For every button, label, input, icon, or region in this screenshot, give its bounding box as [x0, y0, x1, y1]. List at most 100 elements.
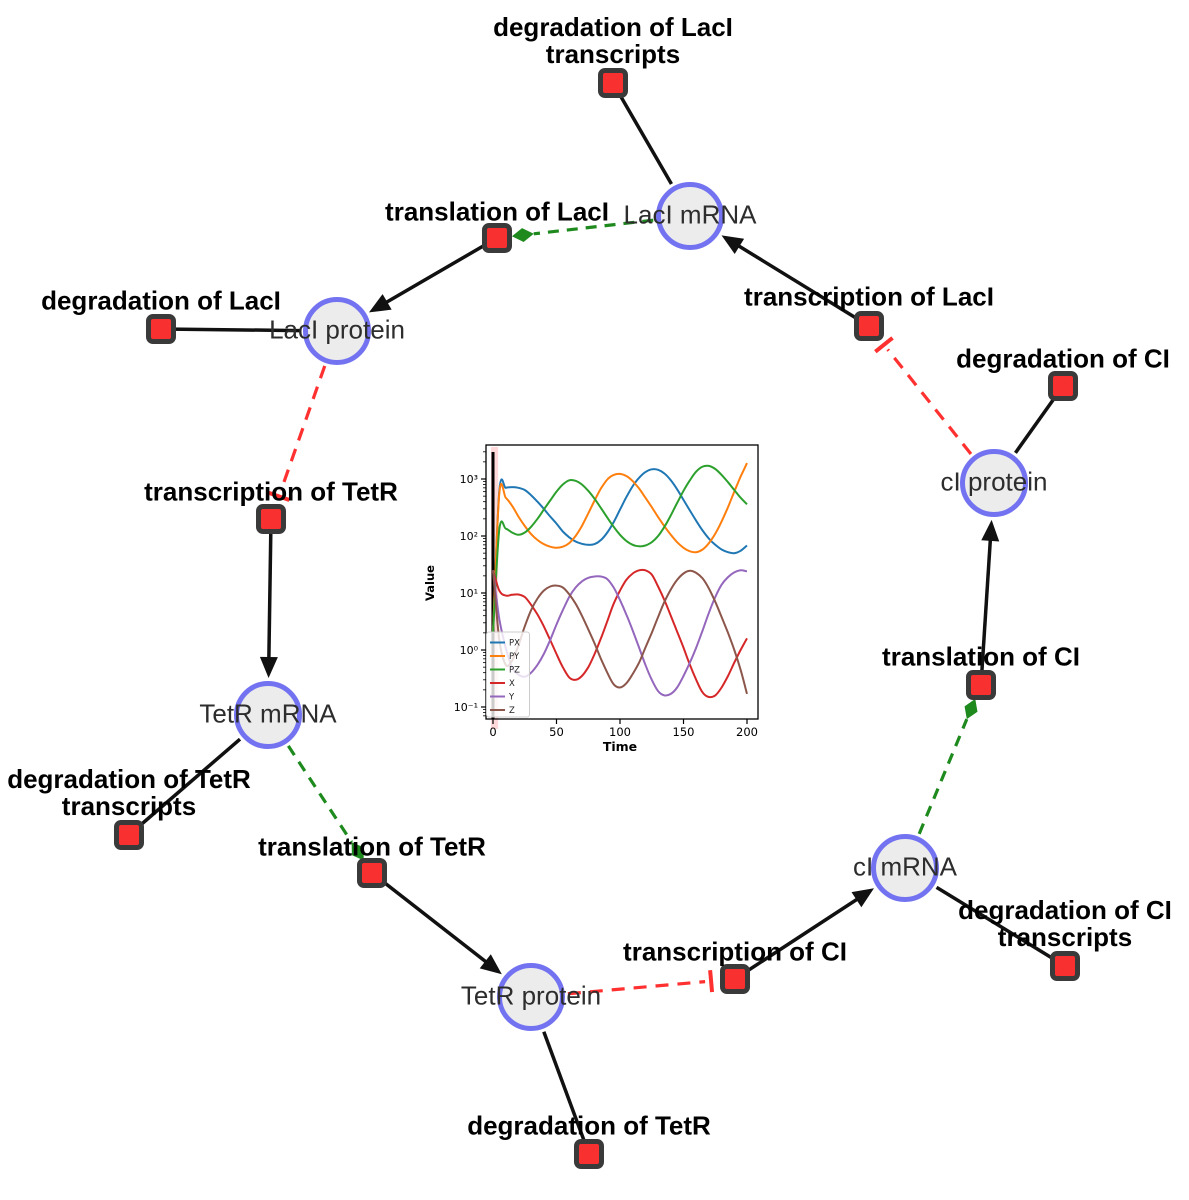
- legend-label-PX: PX: [509, 639, 520, 649]
- chart-ylabel: Value: [423, 565, 437, 601]
- reaction-node-transcription_laci[interactable]: [854, 311, 884, 341]
- arrowhead: [479, 954, 502, 975]
- edge-transcription_ci-ci_mrna: [734, 888, 875, 981]
- edge-laci_mrna-translation_laci: [511, 218, 654, 243]
- chart-plot-border: [485, 444, 759, 720]
- chart-series-group: [492, 462, 748, 699]
- inhibition-tee: [874, 336, 894, 354]
- legend-label-Y: Y: [508, 693, 515, 703]
- arrowhead: [721, 235, 745, 255]
- arrowhead: [259, 656, 278, 679]
- reaction-label-line: transcription of TetR: [144, 476, 398, 507]
- arrowhead: [981, 519, 1000, 542]
- chart-series-Y: [492, 569, 748, 697]
- chart-xtick-label: 200: [736, 725, 758, 739]
- species-node-tetr_protein[interactable]: [497, 963, 565, 1031]
- edge-laci_protein-transcription_tetr: [267, 365, 327, 502]
- chart-series-PY: [492, 462, 748, 633]
- reaction-label-transcription_tetr: transcription of TetR: [144, 476, 398, 507]
- chart-ytick-label: 10³: [460, 473, 478, 486]
- reaction-label-deg_laci: degradation of LacI: [41, 285, 281, 316]
- species-node-laci_protein[interactable]: [303, 297, 371, 365]
- legend-label-PZ: PZ: [509, 666, 520, 676]
- edge-translation_laci-laci_protein: [368, 236, 498, 313]
- reaction-node-transcription_tetr[interactable]: [256, 504, 286, 534]
- reaction-label-transcription_ci: transcription of CI: [623, 936, 847, 967]
- reaction-label-line: transcripts: [997, 922, 1133, 952]
- legend-label-PY: PY: [509, 652, 520, 662]
- edge-tetr_mrna-deg_tetr_tx: [127, 737, 242, 837]
- edge-laci_protein-deg_laci: [160, 327, 301, 333]
- reaction-label-line: translation of TetR: [258, 831, 486, 862]
- reaction-label-line: degradation of TetR: [7, 764, 251, 794]
- inhibition-tee: [708, 969, 715, 993]
- reaction-node-deg_laci_tx[interactable]: [598, 68, 628, 98]
- chart-xtick-label: 50: [549, 725, 564, 739]
- reaction-label-line: transcription of CI: [623, 936, 847, 967]
- legend-label-Z: Z: [509, 706, 515, 716]
- reaction-label-line: transcripts: [61, 791, 197, 821]
- reaction-node-deg_ci_tx[interactable]: [1050, 951, 1080, 981]
- reaction-label-translation_laci: translation of LacI: [385, 198, 609, 226]
- reaction-label-line: degradation of CI: [958, 895, 1172, 925]
- edge-tetr_protein-deg_tetr: [542, 1031, 591, 1155]
- reaction-label-deg_ci_tx: degradation of CI transcripts: [958, 897, 1172, 951]
- edge-ci_mrna-deg_ci_tx: [935, 885, 1066, 968]
- reaction-label-translation_tetr: translation of TetR: [258, 831, 486, 862]
- chart-xtick-label: 0: [489, 725, 496, 739]
- chart-ytick-label: 10⁰: [460, 644, 479, 657]
- chart-xtick-label: 100: [609, 725, 631, 739]
- arrowhead: [368, 294, 392, 313]
- reaction-node-deg_tetr_tx[interactable]: [114, 820, 144, 850]
- modifier-diamond: [511, 228, 534, 243]
- reaction-label-deg_ci: degradation of CI: [956, 345, 1170, 373]
- species-node-tetr_mrna[interactable]: [234, 681, 302, 749]
- modifier-diamond: [351, 842, 364, 861]
- modifier-diamond: [964, 698, 978, 720]
- species-node-ci_protein[interactable]: [960, 449, 1028, 517]
- reaction-node-deg_tetr[interactable]: [574, 1139, 604, 1169]
- species-node-ci_mrna[interactable]: [871, 834, 939, 902]
- reaction-label-line: translation of CI: [882, 641, 1080, 672]
- reaction-label-line: degradation of LacI: [41, 285, 281, 316]
- edge-ci_protein-transcription_laci: [874, 336, 973, 456]
- chart-ytick-label: 10⁻¹: [454, 701, 478, 714]
- reaction-node-transcription_ci[interactable]: [720, 964, 750, 994]
- reaction-label-line: degradation of LacI: [493, 12, 733, 42]
- reaction-node-translation_tetr[interactable]: [357, 858, 387, 888]
- chart-xlabel: Time: [603, 739, 637, 754]
- chart-series-X: [492, 568, 748, 699]
- legend-label-X: X: [509, 679, 515, 689]
- chart-legend-box: [486, 631, 530, 718]
- reaction-label-line: transcripts: [545, 39, 681, 69]
- reaction-label-translation_ci: translation of CI: [882, 641, 1080, 672]
- reaction-node-translation_laci[interactable]: [482, 223, 512, 253]
- chart-xtick-label: 150: [673, 725, 695, 739]
- arrowhead: [851, 888, 875, 908]
- species-label-tetr_mrna: TetR mRNA: [199, 698, 337, 729]
- reaction-label-line: transcription of LacI: [744, 281, 994, 312]
- reaction-node-translation_ci[interactable]: [966, 670, 996, 700]
- chart-series-PZ: [492, 464, 748, 633]
- edge-transcription_laci-laci_mrna: [721, 235, 870, 328]
- species-node-laci_mrna[interactable]: [656, 182, 724, 250]
- species-label-tetr_protein: TetR protein: [460, 980, 602, 1011]
- chart-series-PX: [492, 468, 748, 633]
- edge-laci_mrna-deg_laci_tx: [611, 82, 673, 185]
- species-label-laci_protein: LacI protein: [269, 314, 405, 345]
- edge-translation_tetr-tetr_protein: [370, 871, 502, 975]
- edge-tetr_protein-transcription_ci: [567, 969, 715, 996]
- edge-transcription_tetr-tetr_mrna: [259, 518, 278, 679]
- reaction-node-deg_ci[interactable]: [1048, 371, 1078, 401]
- reaction-label-transcription_laci: transcription of LacI: [744, 281, 994, 312]
- reaction-label-deg_tetr: degradation of TetR: [467, 1110, 711, 1141]
- chart-legend: PX PY PZ XYZ: [486, 631, 530, 718]
- reaction-label-line: degradation of TetR: [467, 1110, 711, 1141]
- edge-ci_mrna-translation_ci: [917, 698, 978, 835]
- chart-series-Z: [492, 569, 748, 695]
- edge-tetr_mrna-translation_tetr: [287, 745, 364, 861]
- reaction-node-deg_laci[interactable]: [146, 314, 176, 344]
- reaction-label-deg_laci_tx: degradation of LacI transcripts: [493, 14, 733, 68]
